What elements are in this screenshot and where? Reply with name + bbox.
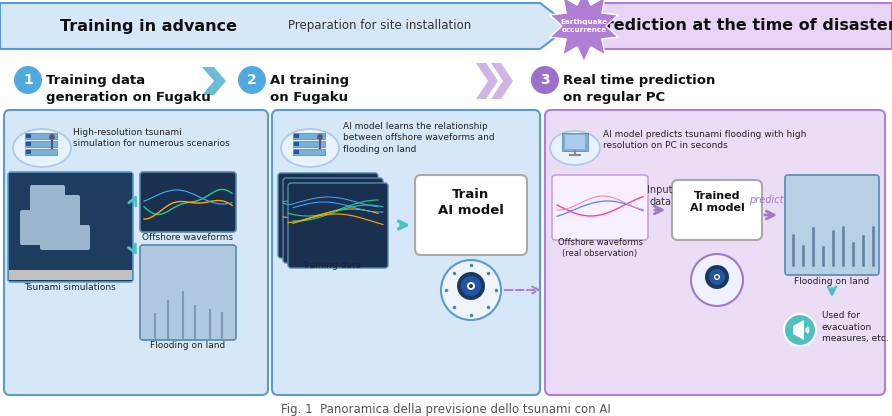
Circle shape [467,282,475,290]
Bar [9,173,132,281]
Bar [25,133,57,139]
Bar [562,133,588,151]
Circle shape [715,275,718,278]
Circle shape [441,260,501,320]
Text: Input
data: Input data [648,185,673,207]
Text: Flooding on land: Flooding on land [151,341,226,349]
Text: AI training
on Fugaku: AI training on Fugaku [270,74,349,104]
FancyBboxPatch shape [552,175,648,240]
Ellipse shape [281,129,339,167]
FancyBboxPatch shape [415,175,527,255]
Polygon shape [793,320,804,340]
FancyBboxPatch shape [672,180,762,240]
Circle shape [691,254,743,306]
FancyBboxPatch shape [545,110,885,395]
Bar [294,134,299,138]
FancyBboxPatch shape [20,210,45,245]
Circle shape [784,314,816,346]
Text: Training data
generation on Fugaku: Training data generation on Fugaku [46,74,211,104]
Text: Used for
evacuation
measures, etc.: Used for evacuation measures, etc. [822,311,888,343]
FancyBboxPatch shape [785,175,879,275]
Circle shape [705,265,729,289]
Bar [141,246,235,339]
Polygon shape [0,3,570,49]
Circle shape [461,276,481,296]
Text: predict: predict [748,195,783,205]
Bar [598,3,892,49]
Text: Earthquake
occurrence: Earthquake occurrence [560,19,607,33]
Ellipse shape [13,129,71,167]
Text: AI model learns the relationship
between offshore waveforms and
flooding on land: AI model learns the relationship between… [343,122,495,154]
Bar [293,149,325,155]
Bar [9,270,132,280]
Bar [293,141,325,147]
FancyBboxPatch shape [288,183,388,268]
FancyBboxPatch shape [30,185,65,235]
Bar [565,135,585,149]
FancyBboxPatch shape [140,172,236,232]
Bar [294,150,299,154]
FancyBboxPatch shape [278,173,378,258]
Ellipse shape [550,131,600,165]
Polygon shape [549,0,618,62]
Circle shape [49,134,55,140]
Polygon shape [491,63,513,99]
Text: Offshore waveforms
(real observation): Offshore waveforms (real observation) [558,238,642,258]
Text: AI model predicts tsunami flooding with high
resolution on PC in seconds: AI model predicts tsunami flooding with … [603,130,806,150]
Text: Flooding on land: Flooding on land [795,277,870,287]
FancyBboxPatch shape [283,178,383,263]
Bar [25,149,57,155]
Circle shape [709,269,725,285]
Text: Trained
AI model: Trained AI model [690,191,745,213]
FancyBboxPatch shape [50,195,80,235]
Bar [786,176,878,274]
Text: Training in advance: Training in advance [60,18,236,34]
Text: Train
AI model: Train AI model [438,188,504,218]
Bar [293,133,325,139]
Text: 2: 2 [247,73,257,87]
Circle shape [14,66,42,94]
FancyBboxPatch shape [40,225,90,250]
FancyBboxPatch shape [8,172,133,282]
Bar [26,150,31,154]
Text: Fig. 1  Panoramica della previsione dello tsunami con AI: Fig. 1 Panoramica della previsione dello… [281,404,611,416]
FancyBboxPatch shape [140,245,236,340]
Text: 1: 1 [23,73,33,87]
Text: High-resolution tsunami
simulation for numerous scenarios: High-resolution tsunami simulation for n… [73,128,230,148]
Text: Training data: Training data [302,260,361,270]
Circle shape [317,134,323,140]
Circle shape [469,284,473,288]
Circle shape [457,272,485,300]
Bar [25,141,57,147]
Circle shape [531,66,559,94]
Text: Preparation for site installation: Preparation for site installation [288,20,472,32]
Text: Tsunami simulations: Tsunami simulations [24,282,116,292]
FancyBboxPatch shape [272,110,540,395]
Bar [26,142,31,146]
Bar [26,134,31,138]
Circle shape [238,66,266,94]
Bar [294,142,299,146]
Polygon shape [476,63,498,99]
Text: 3: 3 [541,73,549,87]
Circle shape [714,274,720,280]
Text: Real time prediction
on regular PC: Real time prediction on regular PC [563,74,715,104]
Text: Prediction at the time of disaster: Prediction at the time of disaster [594,18,892,34]
Text: Offshore waveforms: Offshore waveforms [143,233,234,242]
FancyBboxPatch shape [4,110,268,395]
Polygon shape [202,67,226,95]
